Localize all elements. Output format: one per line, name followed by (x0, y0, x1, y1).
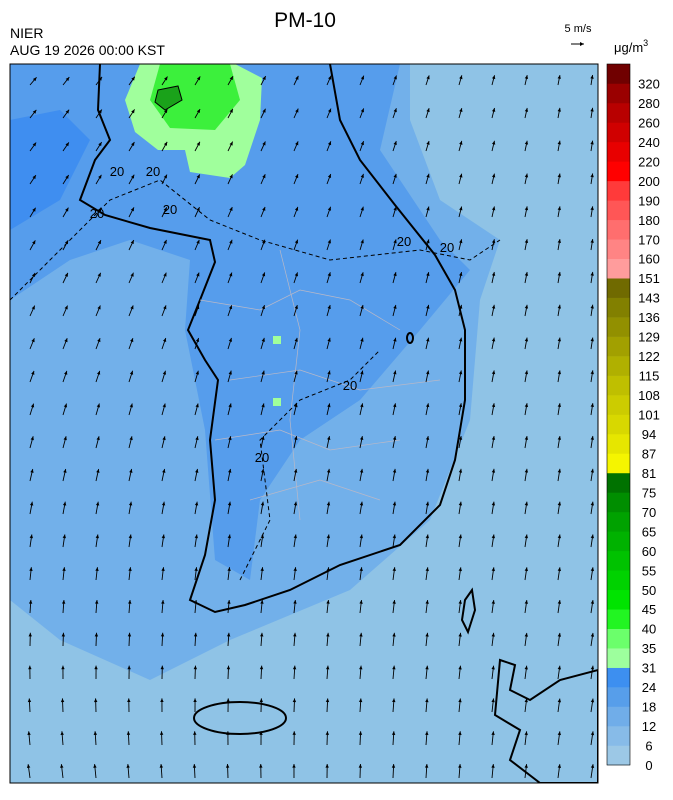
unit-power: 3 (643, 38, 648, 48)
colorbar-segment (607, 317, 630, 337)
colorbar-segment (607, 453, 630, 473)
colorbar-label: 108 (638, 388, 660, 403)
colorbar-label: 160 (638, 252, 660, 267)
colorbar-label: 240 (638, 135, 660, 150)
colorbar-segment (607, 161, 630, 181)
colorbar-label: 6 (645, 739, 652, 754)
unit-base: μg/m (614, 40, 643, 55)
colorbar-segment (607, 376, 630, 396)
contour-label: 20 (343, 378, 357, 393)
colorbar-segment (607, 278, 630, 298)
colorbar-label: 115 (639, 369, 660, 384)
colorbar-label: 320 (638, 76, 660, 91)
colorbar-label: 136 (638, 310, 660, 325)
colorbar-label: 0 (645, 758, 652, 773)
colorbar-label: 87 (642, 446, 656, 461)
colorbar-label: 35 (642, 641, 656, 656)
colorbar-label: 94 (642, 427, 656, 442)
colorbar-segment (607, 434, 630, 454)
colorbar-label: 200 (638, 174, 660, 189)
colorbar-segment (607, 142, 630, 162)
contour-label: 20 (440, 240, 454, 255)
contour-label: 20 (255, 450, 269, 465)
colorbar-label: 50 (642, 583, 656, 598)
colorbar-segment (607, 746, 630, 766)
colorbar-segment (607, 83, 630, 103)
colorbar-segment (607, 609, 630, 629)
colorbar: 0 6 12 18 24 31 35 40 45 50 55 60 65 70 75 81 87 94 101 108… (607, 64, 660, 773)
colorbar-label: 180 (638, 213, 660, 228)
colorbar-segment (607, 103, 630, 123)
colorbar-label: 24 (642, 680, 656, 695)
colorbar-label: 45 (642, 602, 656, 617)
colorbar-segment (607, 473, 630, 493)
colorbar-segment (607, 492, 630, 512)
colorbar-segment (607, 298, 630, 318)
colorbar-segment (607, 707, 630, 727)
colorbar-segment (607, 415, 630, 435)
colorbar-segment (607, 337, 630, 357)
contour-label: 20 (146, 164, 160, 179)
colorbar-label: 75 (642, 485, 656, 500)
colorbar-segment (607, 356, 630, 376)
contour-label: 20 (397, 234, 411, 249)
colorbar-segment (607, 726, 630, 746)
colorbar-label: 220 (638, 154, 660, 169)
colorbar-label: 81 (642, 466, 656, 481)
colorbar-segment (607, 648, 630, 668)
colorbar-label: 12 (642, 719, 656, 734)
colorbar-label: 260 (638, 115, 660, 130)
colorbar-label: 101 (638, 408, 660, 423)
colorbar-label: 60 (642, 544, 656, 559)
wind-scale-arrowhead (580, 42, 584, 46)
colorbar-segment (607, 551, 630, 571)
datetime: AUG 19 2026 00:00 KST (10, 42, 165, 58)
colorbar-segment (607, 200, 630, 220)
colorbar-segment (607, 64, 630, 84)
colorbar-label: 40 (642, 622, 656, 637)
title: PM-10 (274, 9, 336, 32)
colorbar-segment (607, 590, 630, 610)
map: 20 20 20 20 20 20 20 20 (10, 64, 598, 783)
colorbar-label: 190 (638, 193, 660, 208)
colorbar-segment (607, 570, 630, 590)
colorbar-segment (607, 220, 630, 240)
colorbar-segment (607, 629, 630, 649)
green-cell (273, 398, 281, 406)
unit: μg/m3 (614, 38, 648, 55)
colorbar-segment (607, 531, 630, 551)
colorbar-segment (607, 122, 630, 142)
colorbar-segment (607, 239, 630, 259)
colorbar-segment (607, 395, 630, 415)
colorbar-label: 65 (642, 524, 656, 539)
colorbar-label: 122 (638, 349, 660, 364)
colorbar-segment (607, 259, 630, 279)
contour-label: 20 (90, 206, 104, 221)
colorbar-label: 280 (638, 96, 660, 111)
green-cell (273, 336, 281, 344)
colorbar-segment (607, 668, 630, 688)
colorbar-segment (607, 512, 630, 532)
colorbar-segment (607, 687, 630, 707)
colorbar-label: 151 (638, 271, 660, 286)
colorbar-label: 143 (638, 291, 660, 306)
colorbar-label: 70 (642, 505, 656, 520)
colorbar-label: 55 (642, 563, 656, 578)
colorbar-segment (607, 181, 630, 201)
wind-scale: 5 m/s (565, 23, 592, 35)
contour-label: 20 (110, 164, 124, 179)
colorbar-label: 129 (638, 330, 660, 345)
colorbar-label: 31 (642, 661, 656, 676)
colorbar-label: 170 (638, 232, 660, 247)
colorbar-label: 18 (642, 700, 656, 715)
agency: NIER (10, 25, 43, 41)
